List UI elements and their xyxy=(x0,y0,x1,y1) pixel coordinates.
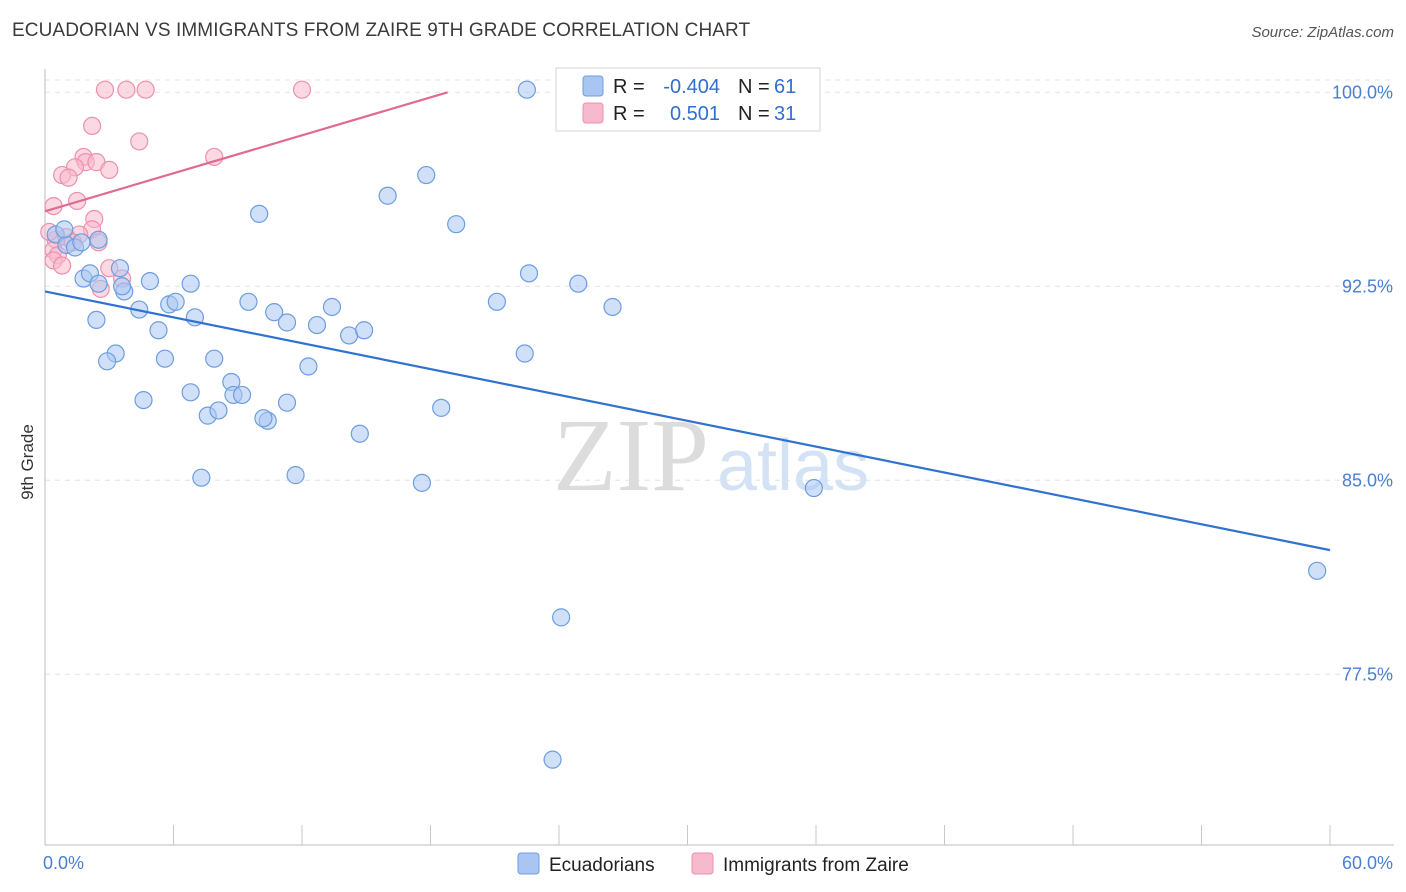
zaire-point xyxy=(130,132,149,151)
ecuadorian-point xyxy=(181,383,200,402)
ecuadorian-point xyxy=(322,297,342,317)
legend-swatch-pink xyxy=(582,102,604,124)
ecuadorian-point xyxy=(519,264,539,283)
zaire-trend-line xyxy=(44,91,448,213)
y-tick-label: 85.0% xyxy=(1342,470,1393,490)
watermark-zip: ZIP xyxy=(553,398,709,513)
ecuadorian-point xyxy=(277,313,297,332)
x-tick-label: 60.0% xyxy=(1342,853,1393,873)
legend-swatch-blue xyxy=(582,75,604,97)
ecuadorian-point xyxy=(149,321,168,340)
ecuadorian-point xyxy=(517,80,536,99)
ecuadorian-point xyxy=(543,750,562,769)
ecuadorian-point xyxy=(209,401,228,420)
ecuadorian-point xyxy=(55,220,74,239)
ecuadorian-point xyxy=(265,303,284,322)
zaire-point xyxy=(59,168,78,187)
legend-n-value: 61 xyxy=(774,76,796,98)
y-tick-label: 77.5% xyxy=(1342,664,1393,684)
blue-series xyxy=(46,80,1327,769)
zaire-point xyxy=(117,80,136,99)
ecuadorian-point xyxy=(350,424,369,443)
y-tick-label: 92.5% xyxy=(1342,276,1393,296)
ecuadorian-point xyxy=(110,259,130,278)
zaire-point xyxy=(100,160,119,179)
legend-n-label: N = xyxy=(738,76,770,98)
y-axis-title: 9th Grade xyxy=(18,424,37,500)
ecuadorian-point xyxy=(417,165,436,185)
ecuadorian-point xyxy=(355,321,374,340)
source-credit: Source: ZipAtlas.com xyxy=(1251,24,1394,41)
pink-series xyxy=(40,80,312,298)
legend-swatch-zaire xyxy=(691,852,714,875)
zaire-point xyxy=(205,147,224,167)
ecuadorian-point xyxy=(89,274,108,293)
ecuadorian-point xyxy=(412,473,432,492)
legend-n-value: 31 xyxy=(774,103,796,125)
legend-r-label: R = xyxy=(613,103,645,125)
ecuadorian-point xyxy=(286,466,305,485)
ecuadorian-point xyxy=(192,468,211,487)
legend-r-value: 0.501 xyxy=(670,103,720,125)
ecuadorian-point xyxy=(181,274,200,293)
ecuadorian-point xyxy=(569,274,588,293)
watermark-atlas: atlas xyxy=(717,426,869,506)
trend-lines xyxy=(44,91,1331,552)
y-tick-label: 100.0% xyxy=(1332,82,1393,102)
ecuadorian-trend-line xyxy=(44,290,1331,552)
legend-r-label: R = xyxy=(613,76,645,98)
ecuadorian-point xyxy=(277,393,297,412)
ecuadorian-point xyxy=(552,608,571,627)
ecuadorian-point xyxy=(239,292,258,311)
series-legend: Ecuadorians Immigrants from Zaire xyxy=(517,852,909,876)
ecuadorian-point xyxy=(299,357,318,376)
ecuadorian-point xyxy=(134,390,153,410)
zaire-point xyxy=(136,80,155,99)
ecuadorian-point xyxy=(487,292,506,311)
tick-labels: 77.5% 85.0% 92.5% 100.0% 0.0% 60.0% xyxy=(43,82,1393,873)
legend-r-value: -0.404 xyxy=(663,76,720,98)
ecuadorian-point xyxy=(804,478,823,498)
ecuadorian-point xyxy=(140,272,160,291)
ecuadorian-point xyxy=(307,315,327,335)
ecuadorian-point xyxy=(603,297,622,317)
zaire-point xyxy=(95,80,115,99)
ecuadorian-point xyxy=(72,233,91,252)
ecuadorian-point xyxy=(98,352,117,371)
watermark: ZIP atlas xyxy=(553,398,869,513)
ecuadorian-point xyxy=(166,292,185,311)
ecuadorian-point xyxy=(515,344,534,363)
ecuadorian-point xyxy=(250,204,269,223)
axes xyxy=(44,69,1394,846)
ecuadorian-point xyxy=(1308,561,1327,580)
ecuadorian-point xyxy=(447,215,466,234)
zaire-point xyxy=(53,256,72,275)
ecuadorian-point xyxy=(205,349,224,368)
ecuadorian-point xyxy=(232,385,252,405)
ecuadorian-point xyxy=(89,230,108,249)
x-tick-label: 0.0% xyxy=(43,853,84,873)
chart-title: ECUADORIAN VS IMMIGRANTS FROM ZAIRE 9TH … xyxy=(12,20,751,41)
ecuadorian-point xyxy=(254,409,273,428)
legend-n-label: N = xyxy=(738,103,770,125)
legend-label-ecuadorians: Ecuadorians xyxy=(549,855,655,876)
ecuadorian-point xyxy=(87,310,106,330)
ecuadorian-point xyxy=(155,349,175,368)
gridlines xyxy=(45,79,1394,675)
zaire-point xyxy=(83,116,102,136)
zaire-point xyxy=(292,80,312,99)
legend-swatch-ecuadorians xyxy=(517,852,540,875)
legend-label-zaire: Immigrants from Zaire xyxy=(723,855,909,876)
correlation-legend: R = -0.404 N = 61 R = 0.501 N = 31 xyxy=(555,67,821,132)
ecuadorian-point xyxy=(112,277,132,296)
ecuadorian-point xyxy=(378,186,397,205)
ecuadorian-point xyxy=(432,398,451,417)
